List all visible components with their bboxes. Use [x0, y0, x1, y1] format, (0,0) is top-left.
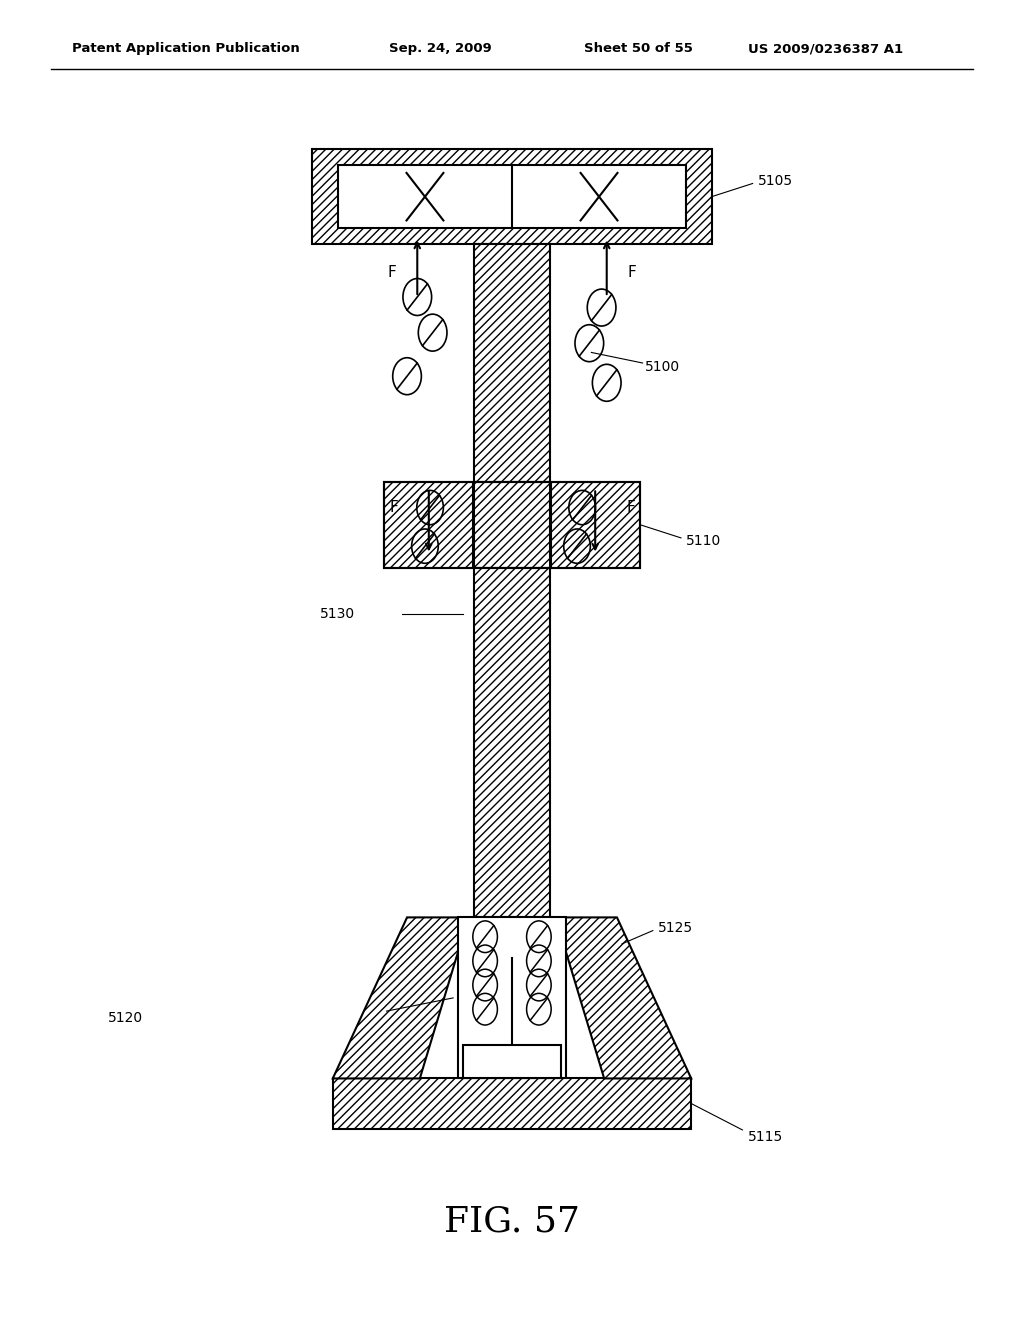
Text: Sheet 50 of 55: Sheet 50 of 55: [584, 42, 692, 55]
Text: F: F: [628, 265, 637, 280]
Text: 5110: 5110: [686, 533, 721, 548]
Text: 5100: 5100: [645, 360, 680, 374]
Bar: [473, 244, 551, 482]
Bar: [312, 149, 712, 244]
Bar: [384, 482, 473, 568]
Text: F: F: [390, 500, 398, 515]
Text: F: F: [627, 500, 635, 515]
Bar: [473, 568, 551, 917]
Text: US 2009/0236387 A1: US 2009/0236387 A1: [748, 42, 902, 55]
Text: Sep. 24, 2009: Sep. 24, 2009: [389, 42, 492, 55]
Bar: [463, 1045, 561, 1078]
Text: Patent Application Publication: Patent Application Publication: [72, 42, 299, 55]
Bar: [384, 482, 640, 568]
Bar: [473, 482, 551, 568]
Bar: [551, 482, 640, 568]
Text: 5105: 5105: [758, 174, 793, 187]
Polygon shape: [333, 917, 469, 1078]
Text: 5130: 5130: [319, 607, 355, 620]
Polygon shape: [555, 917, 691, 1078]
Text: 5125: 5125: [657, 921, 693, 935]
Bar: [338, 165, 686, 228]
Bar: [459, 917, 565, 1078]
Text: F: F: [387, 265, 396, 280]
Text: FIG. 57: FIG. 57: [444, 1204, 580, 1238]
Text: 5115: 5115: [748, 1130, 782, 1143]
Text: 5120: 5120: [108, 1011, 142, 1024]
Bar: [333, 1078, 691, 1129]
